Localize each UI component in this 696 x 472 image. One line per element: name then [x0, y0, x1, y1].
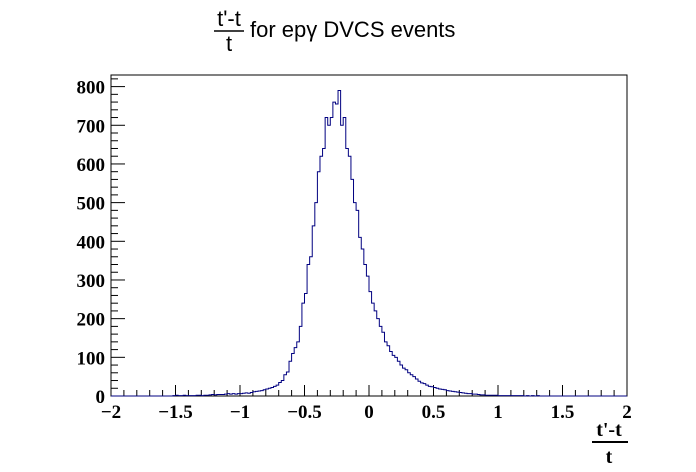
y-tick-labels: 0 100 200 300 400 500 600 700 800 — [77, 78, 106, 408]
plot-frame — [110, 74, 628, 397]
x-tick-label: −1.5 — [158, 402, 193, 423]
x-tick-label: −0.5 — [287, 402, 322, 423]
histogram-series — [111, 89, 627, 397]
y-tick-label: 0 — [96, 387, 106, 408]
xlabel-numerator: t'-t — [596, 419, 622, 441]
y-tick-label: 200 — [77, 310, 106, 331]
x-tick-labels: −2 −1.5 −1 −0.5 0 0.5 1 1.5 2 — [101, 402, 632, 423]
x-tick-label: 0.5 — [422, 402, 446, 423]
y-tick-label: 800 — [77, 78, 106, 99]
x-axis — [110, 385, 628, 396]
title-suffix: for epγ DVCS events — [250, 17, 455, 42]
y-tick-label: 600 — [77, 155, 106, 176]
y-tick-label: 400 — [77, 232, 106, 253]
y-tick-label: 700 — [77, 116, 106, 137]
y-tick-label: 500 — [77, 194, 106, 215]
y-tick-label: 300 — [77, 271, 106, 292]
title-denominator: t — [226, 31, 232, 56]
y-axis — [111, 78, 125, 397]
x-tick-label: −1 — [230, 402, 250, 423]
xlabel-denominator: t — [606, 446, 613, 468]
x-tick-label: −2 — [101, 402, 121, 423]
y-tick-label: 100 — [77, 348, 106, 369]
x-tick-label: 1 — [493, 402, 503, 423]
x-tick-label: 1.5 — [551, 402, 575, 423]
title-numerator: t'-t — [217, 6, 241, 31]
histogram-line — [111, 89, 627, 397]
chart-title: t'-t t for epγ DVCS events — [214, 6, 455, 56]
x-tick-label: 2 — [622, 402, 632, 423]
x-tick-label: 0 — [364, 402, 374, 423]
x-axis-title: t'-t t — [592, 419, 628, 468]
